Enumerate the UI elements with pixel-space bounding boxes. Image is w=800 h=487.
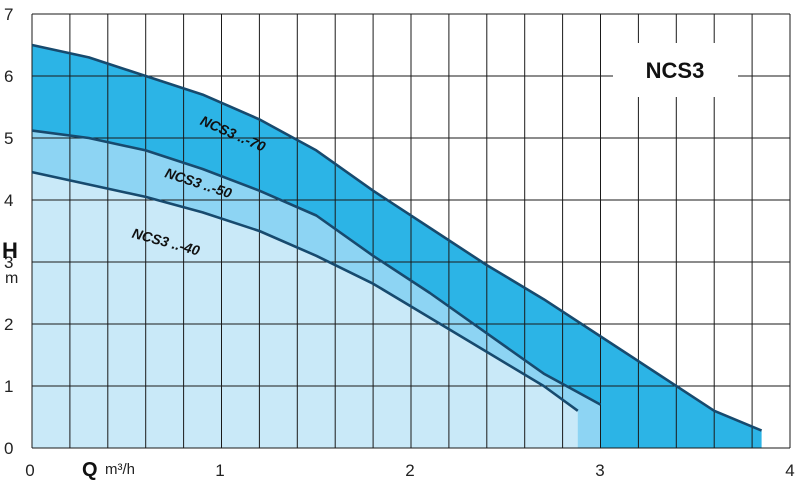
y-tick-labels: 0 1 2 3 4 5 6 7 <box>4 5 13 458</box>
y-tick-label: 4 <box>4 191 13 210</box>
y-tick-label: 2 <box>4 315 13 334</box>
x-tick-label: 4 <box>785 461 794 480</box>
chart-title: NCS3 <box>646 58 705 83</box>
fill-area-3 <box>32 172 578 448</box>
y-tick-label: 3 <box>4 253 13 272</box>
y-axis-unit: m <box>5 270 18 287</box>
y-tick-label: 7 <box>4 5 13 24</box>
title-box <box>613 43 738 97</box>
curve-line-2 <box>31 129 602 406</box>
curve-fill-areas <box>32 45 762 448</box>
y-tick-label: 5 <box>4 129 13 148</box>
x-axis-unit: m³/h <box>105 461 135 478</box>
curve-line-3 <box>31 170 579 412</box>
x-tick-label: 1 <box>215 461 224 480</box>
y-tick-label: 0 <box>4 439 13 458</box>
y-tick-label: 6 <box>4 67 13 86</box>
x-tick-label: 0 <box>25 461 34 480</box>
curve-lines <box>31 43 763 432</box>
y-tick-label: 1 <box>4 377 13 396</box>
x-tick-label: 3 <box>595 461 604 480</box>
x-axis-label: Q <box>82 459 98 481</box>
x-tick-label: 2 <box>405 461 414 480</box>
curve-line-1 <box>31 43 763 432</box>
grid-lines <box>31 13 791 449</box>
y-axis-label: H <box>2 238 18 263</box>
